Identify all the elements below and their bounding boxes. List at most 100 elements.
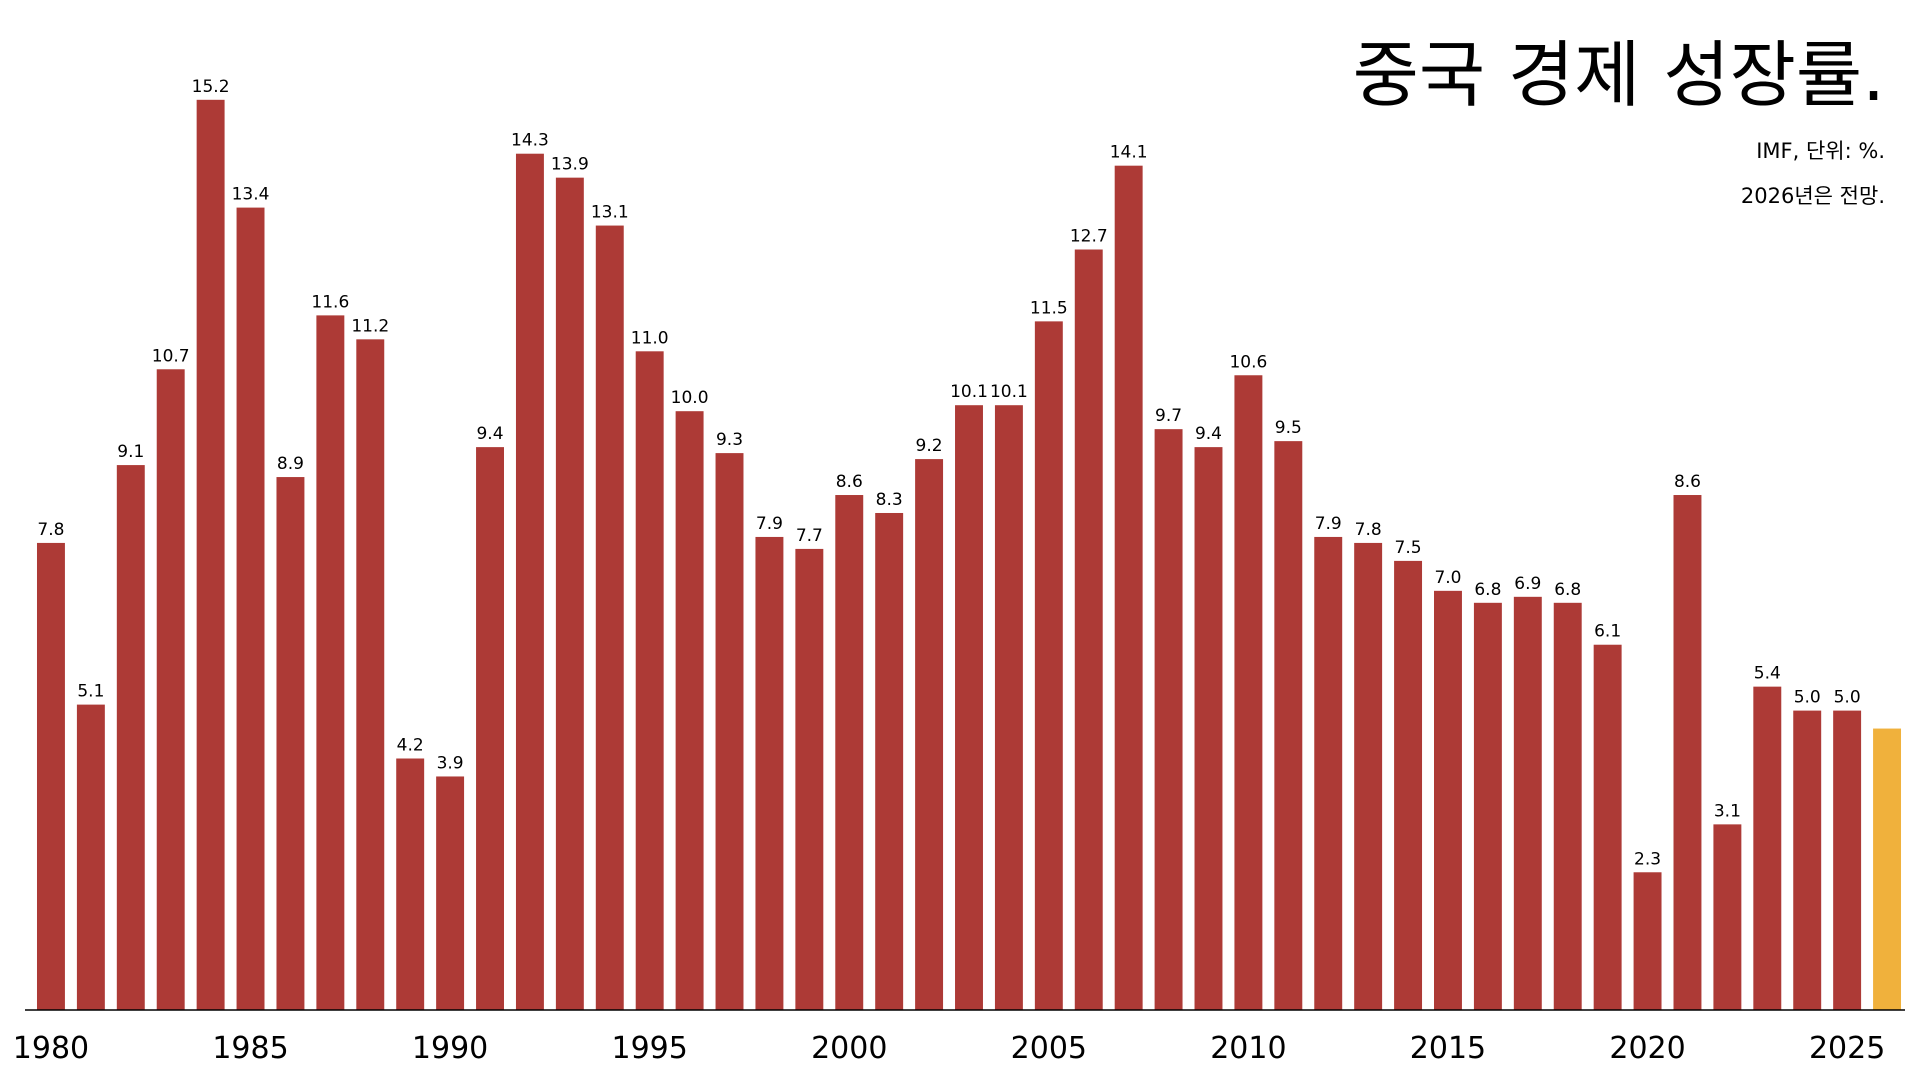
- value-label: 9.5: [1275, 418, 1302, 438]
- bar: [1394, 560, 1423, 1010]
- value-label: 10.6: [1229, 352, 1267, 372]
- value-label: 7.8: [37, 520, 64, 540]
- value-label: 6.9: [1514, 574, 1541, 594]
- bar: [1114, 165, 1143, 1010]
- bar: [1833, 710, 1862, 1010]
- value-label: 10.0: [671, 388, 709, 408]
- value-label: 7.9: [1315, 514, 1342, 534]
- bar: [396, 758, 425, 1010]
- bar: [36, 542, 65, 1010]
- bar: [76, 704, 105, 1010]
- value-label: 8.6: [1674, 472, 1701, 492]
- value-label: 7.7: [796, 526, 823, 546]
- value-label: 7.5: [1395, 538, 1422, 558]
- bar: [1473, 602, 1502, 1010]
- bar: [1434, 590, 1462, 1010]
- x-tick-label: 1990: [412, 1031, 488, 1066]
- bar: [915, 459, 944, 1011]
- bar: [1354, 542, 1383, 1010]
- value-label: 9.7: [1155, 406, 1182, 426]
- value-label: 13.9: [551, 155, 589, 175]
- value-label: 13.1: [591, 203, 629, 223]
- bar: [276, 477, 305, 1010]
- bar: [236, 207, 265, 1011]
- value-label: 4.2: [397, 736, 424, 756]
- bar: [196, 99, 225, 1011]
- value-label: 9.1: [117, 442, 144, 462]
- bar: [1553, 602, 1582, 1010]
- x-tick-label: 1985: [212, 1031, 288, 1066]
- bar: [635, 351, 664, 1010]
- bar: [1753, 686, 1782, 1010]
- bar: [994, 405, 1023, 1010]
- bar: [1034, 321, 1063, 1011]
- x-tick-label: 2020: [1609, 1031, 1685, 1066]
- value-label: 6.1: [1594, 622, 1621, 642]
- bar: [1234, 375, 1263, 1010]
- value-label: 9.3: [716, 430, 743, 450]
- bar: [476, 447, 504, 1011]
- subtitle: IMF, 단위: %.: [1756, 139, 1885, 163]
- value-label: 14.1: [1110, 143, 1148, 163]
- x-tick-label: 1995: [612, 1031, 688, 1066]
- value-label: 5.0: [1794, 688, 1821, 708]
- value-label: 14.3: [511, 131, 549, 151]
- bar: [795, 548, 824, 1010]
- value-label: 7.9: [756, 514, 783, 534]
- value-label: 7.8: [1355, 520, 1382, 540]
- bar: [436, 776, 465, 1010]
- value-label: 12.7: [1070, 227, 1108, 247]
- value-label: 9.4: [1195, 424, 1222, 444]
- value-label: 3.1: [1714, 801, 1741, 821]
- bar: [1713, 824, 1742, 1010]
- bar: [356, 339, 385, 1010]
- value-label: 5.1: [77, 682, 104, 702]
- bar: [555, 177, 584, 1010]
- bar: [1194, 447, 1223, 1011]
- bar: [1793, 710, 1822, 1010]
- bar: [715, 453, 744, 1010]
- value-label: 6.8: [1554, 580, 1581, 600]
- value-label: 15.2: [192, 77, 230, 97]
- bar: [1673, 495, 1702, 1010]
- bar: [835, 495, 864, 1010]
- value-label: 11.0: [631, 328, 669, 348]
- value-label: 8.3: [876, 490, 903, 510]
- x-tick-label: 2010: [1210, 1031, 1286, 1066]
- value-label: 2.3: [1634, 849, 1661, 869]
- bar: [1314, 536, 1343, 1010]
- bar: [1633, 872, 1662, 1010]
- x-tick-label: 2015: [1410, 1031, 1486, 1066]
- value-label: 8.9: [277, 454, 304, 474]
- bar: [755, 536, 784, 1010]
- bar: [515, 153, 544, 1010]
- bar: [1154, 429, 1183, 1010]
- bar: [1074, 249, 1103, 1010]
- value-label: 8.6: [836, 472, 863, 492]
- value-label: 10.7: [152, 346, 190, 366]
- x-tick-label: 2000: [811, 1031, 887, 1066]
- bar: [316, 315, 345, 1010]
- value-label: 5.4: [1754, 664, 1781, 684]
- value-label: 7.0: [1434, 568, 1461, 588]
- x-tick-label: 2025: [1809, 1031, 1885, 1066]
- bar: [156, 369, 185, 1010]
- x-tick-label: 1980: [13, 1031, 89, 1066]
- bar: [1593, 644, 1622, 1010]
- bar: [116, 465, 145, 1010]
- bar: [1274, 441, 1303, 1010]
- bar: [1873, 728, 1902, 1010]
- value-label: 3.9: [437, 753, 464, 773]
- bar: [875, 512, 904, 1010]
- value-label: 11.5: [1030, 298, 1068, 318]
- bar: [675, 411, 704, 1010]
- value-label: 10.1: [950, 382, 988, 402]
- value-label: 13.4: [232, 185, 270, 205]
- value-label: 9.4: [476, 424, 503, 444]
- value-label: 11.6: [311, 292, 349, 312]
- note: 2026년은 전망.: [1741, 184, 1885, 208]
- value-label: 10.1: [990, 382, 1028, 402]
- bar: [1513, 596, 1542, 1010]
- value-label: 6.8: [1474, 580, 1501, 600]
